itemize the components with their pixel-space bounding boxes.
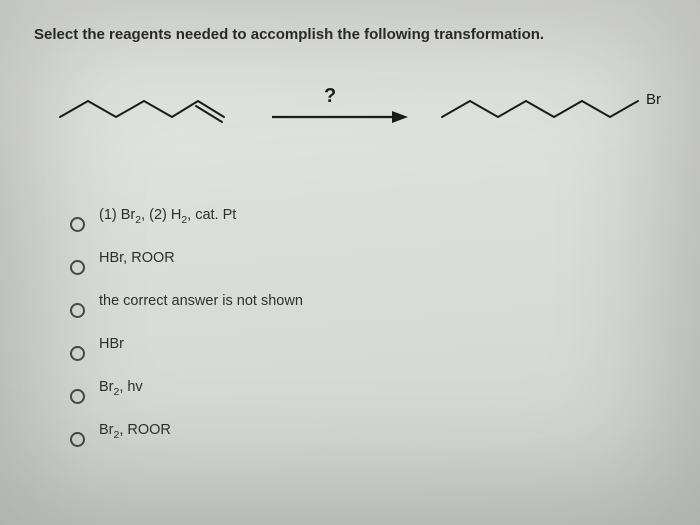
radio-icon[interactable]	[70, 389, 85, 404]
option-1[interactable]: (1) Br2, (2) H2, cat. Pt	[70, 207, 670, 232]
option-4[interactable]: HBr	[70, 336, 670, 361]
reaction-arrow-head	[392, 111, 408, 123]
question-prompt: Select the reagents needed to accomplish…	[34, 26, 670, 43]
option-5[interactable]: Br2, hv	[70, 379, 670, 404]
option-label: Br2, ROOR	[99, 422, 171, 442]
option-3[interactable]: the correct answer is not shown	[70, 293, 670, 318]
option-label: (1) Br2, (2) H2, cat. Pt	[99, 207, 236, 227]
answer-options: (1) Br2, (2) H2, cat. Pt HBr, ROOR the c…	[70, 207, 670, 447]
option-label: the correct answer is not shown	[99, 293, 303, 310]
option-2[interactable]: HBr, ROOR	[70, 250, 670, 275]
product-br-label: Br	[646, 91, 661, 108]
product-molecule	[442, 101, 638, 117]
radio-icon[interactable]	[70, 432, 85, 447]
reaction-svg	[40, 77, 680, 187]
radio-icon[interactable]	[70, 303, 85, 318]
question-card: Select the reagents needed to accomplish…	[0, 0, 700, 525]
reaction-scheme: ? Br	[40, 77, 680, 187]
radio-icon[interactable]	[70, 260, 85, 275]
radio-icon[interactable]	[70, 217, 85, 232]
option-label: HBr	[99, 336, 124, 353]
reagent-question-mark: ?	[324, 85, 336, 108]
option-6[interactable]: Br2, ROOR	[70, 422, 670, 447]
option-label: Br2, hv	[99, 379, 143, 399]
option-label: HBr, ROOR	[99, 250, 175, 267]
radio-icon[interactable]	[70, 346, 85, 361]
